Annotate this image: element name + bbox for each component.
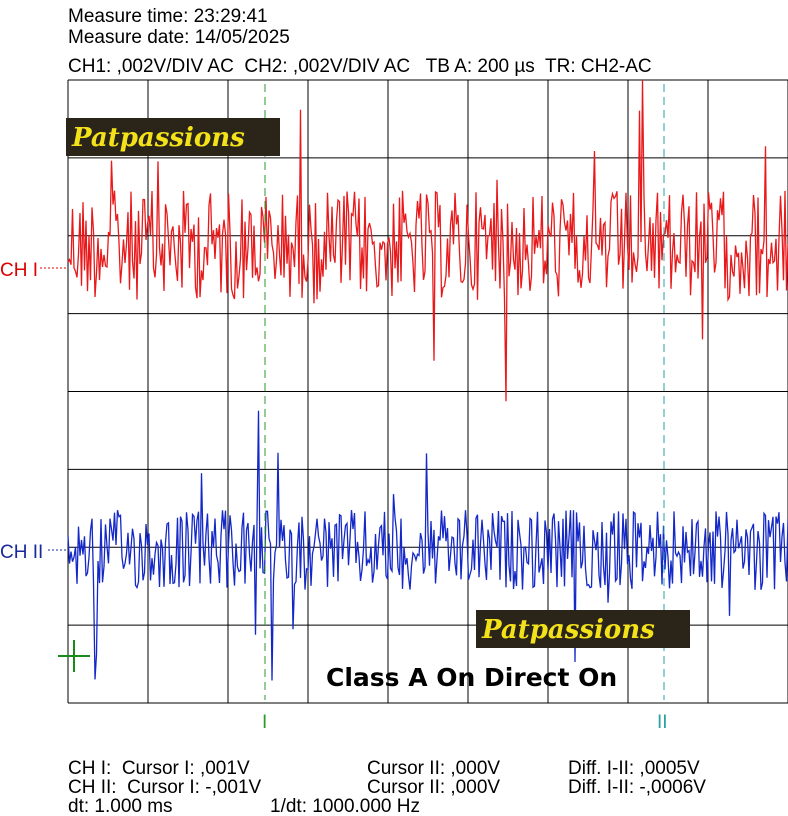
graticule: [67, 79, 788, 704]
measure-time: Measure time: 23:29:41: [68, 6, 268, 27]
cursor-1-label: I: [262, 712, 267, 733]
settings: CH1: ,002V/DIV AC CH2: ,002V/DIV AC TB A…: [68, 56, 652, 77]
traces: [67, 79, 788, 681]
caption: Class A On Direct On: [326, 663, 617, 692]
readout: Diff. I-II: -,0006V: [568, 777, 706, 798]
cursor-2-label: II: [657, 712, 668, 733]
readout: Cursor II: ,000V: [367, 758, 500, 779]
readout: Diff. I-II: ,0005V: [568, 758, 700, 779]
watermark: Patpassions: [481, 615, 655, 645]
inv-dt: 1/dt: 1000.000 Hz: [270, 796, 420, 816]
cross-marker: [58, 640, 90, 672]
watermark-box: [66, 118, 280, 156]
ch1-trace: [67, 79, 788, 402]
readout: CH II: Cursor I: -,001V: [68, 777, 262, 798]
ch1-label: CH I: [0, 260, 38, 281]
ch2-label: CH II: [0, 542, 43, 563]
readout: Cursor II: ,000V: [367, 777, 500, 798]
watermark: Patpassions: [71, 123, 245, 153]
ch2-trace: [67, 410, 788, 681]
readout: CH I: Cursor I: ,001V: [68, 758, 250, 779]
watermark-box: [476, 610, 690, 648]
measure-date: Measure date: 14/05/2025: [68, 27, 290, 48]
dt: dt: 1.000 ms: [68, 796, 173, 816]
